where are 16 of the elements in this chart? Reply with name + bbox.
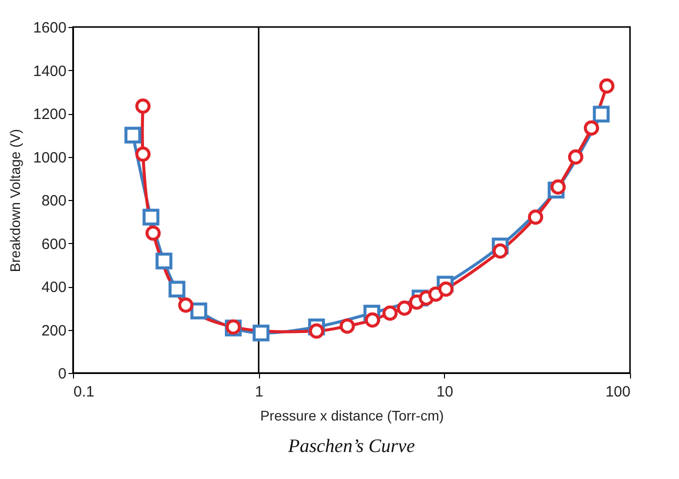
x-tick-label: 10 [436, 384, 454, 400]
x-tick-label: 1 [254, 384, 264, 400]
y-axis-title: Breakdown Voltage (V) [7, 128, 24, 272]
text: Paschen’s Curve [287, 436, 415, 457]
y-tick-label: 1600 [33, 20, 66, 36]
x-axis-title: Pressure x distance (Torr-cm) [260, 408, 444, 424]
x-tick-label: 100 [605, 384, 630, 400]
y-tick-label: 1400 [33, 62, 66, 80]
x-tick-label: 0.1 [74, 384, 94, 400]
y-tick-label: 0 [58, 366, 66, 382]
y-tick-label: 200 [41, 322, 66, 340]
y-tick-label: 800 [41, 192, 66, 210]
y-tick-label: 1200 [33, 106, 66, 123]
y-tick-label: 600 [41, 236, 66, 253]
y-tick-label: 400 [41, 279, 66, 296]
y-tick-label: 1000 [33, 149, 66, 166]
